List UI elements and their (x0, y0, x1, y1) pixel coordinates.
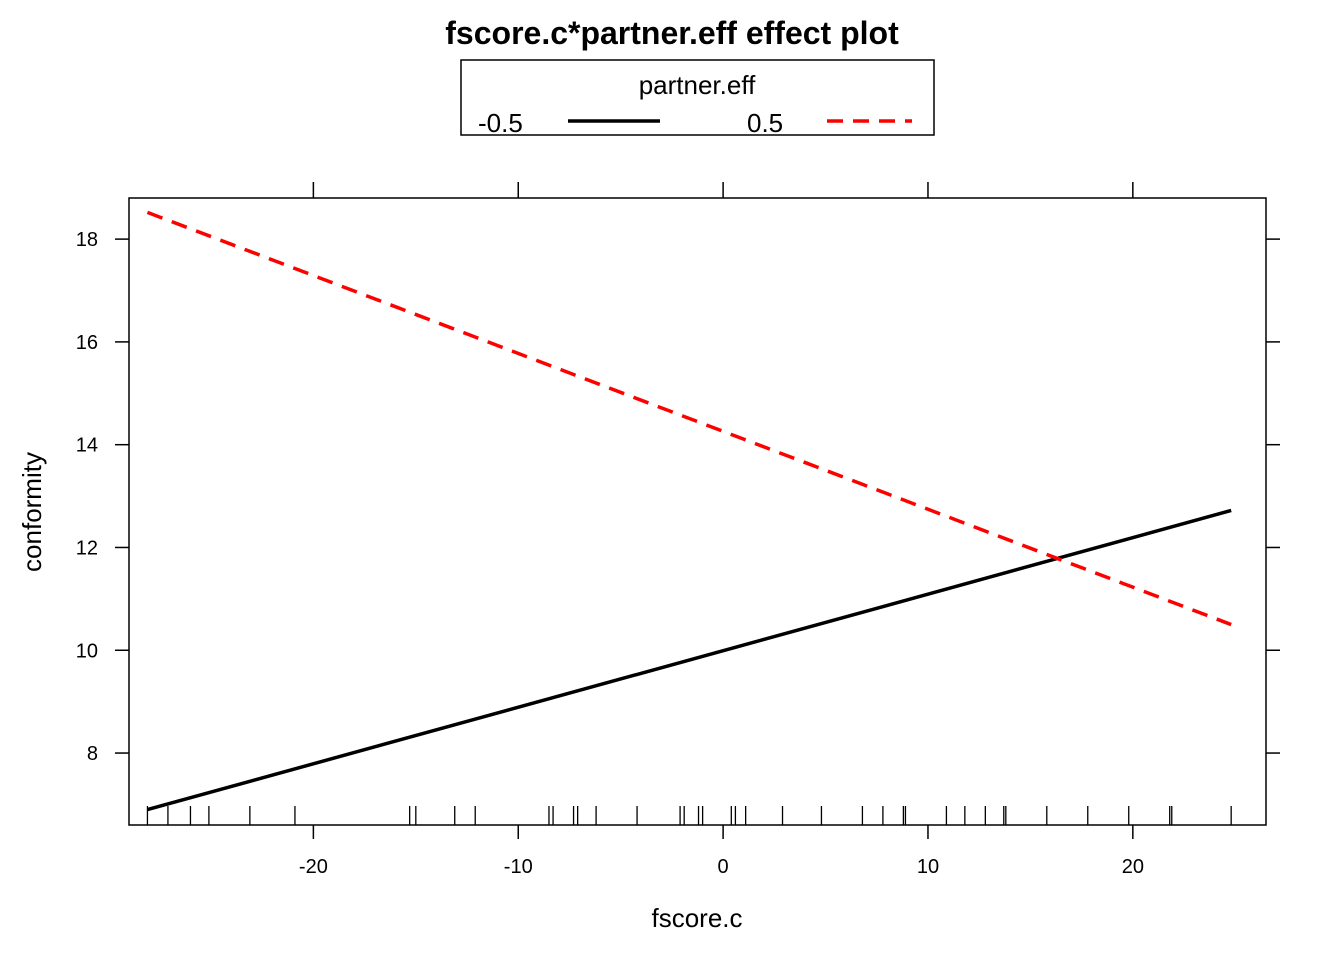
y-axis-title: conformity (17, 452, 47, 572)
y-tick-label: 8 (87, 743, 98, 765)
series-line-2 (146, 210, 1232, 627)
plot-panel (128, 197, 1267, 826)
x-tick-label: 0 (718, 856, 729, 878)
y-tick-label: 14 (76, 435, 98, 457)
x-tick-label: -20 (299, 856, 328, 878)
series-lines (146, 210, 1232, 812)
y-tick-label: 18 (76, 229, 98, 251)
series-line-1 (146, 508, 1232, 812)
chart-title: fscore.c*partner.eff effect plot (445, 15, 899, 51)
rug-marks (146, 806, 1232, 825)
y-tick-label: 10 (76, 640, 98, 662)
legend-label-series-2: 0.5 (747, 108, 783, 138)
y-tick-label: 16 (76, 332, 98, 354)
x-axis-ticks: -20 -10 0 10 20 (299, 182, 1144, 878)
x-tick-label: -10 (504, 856, 533, 878)
x-tick-label: 10 (917, 856, 939, 878)
x-tick-label: 20 (1122, 856, 1144, 878)
legend: partner.eff -0.5 0.5 (460, 59, 935, 138)
x-axis-title: fscore.c (651, 903, 742, 933)
y-tick-label: 12 (76, 537, 98, 559)
legend-title: partner.eff (639, 70, 756, 100)
y-axis-ticks: 8 10 12 14 16 18 (76, 229, 1280, 765)
legend-label-series-1: -0.5 (478, 108, 523, 138)
